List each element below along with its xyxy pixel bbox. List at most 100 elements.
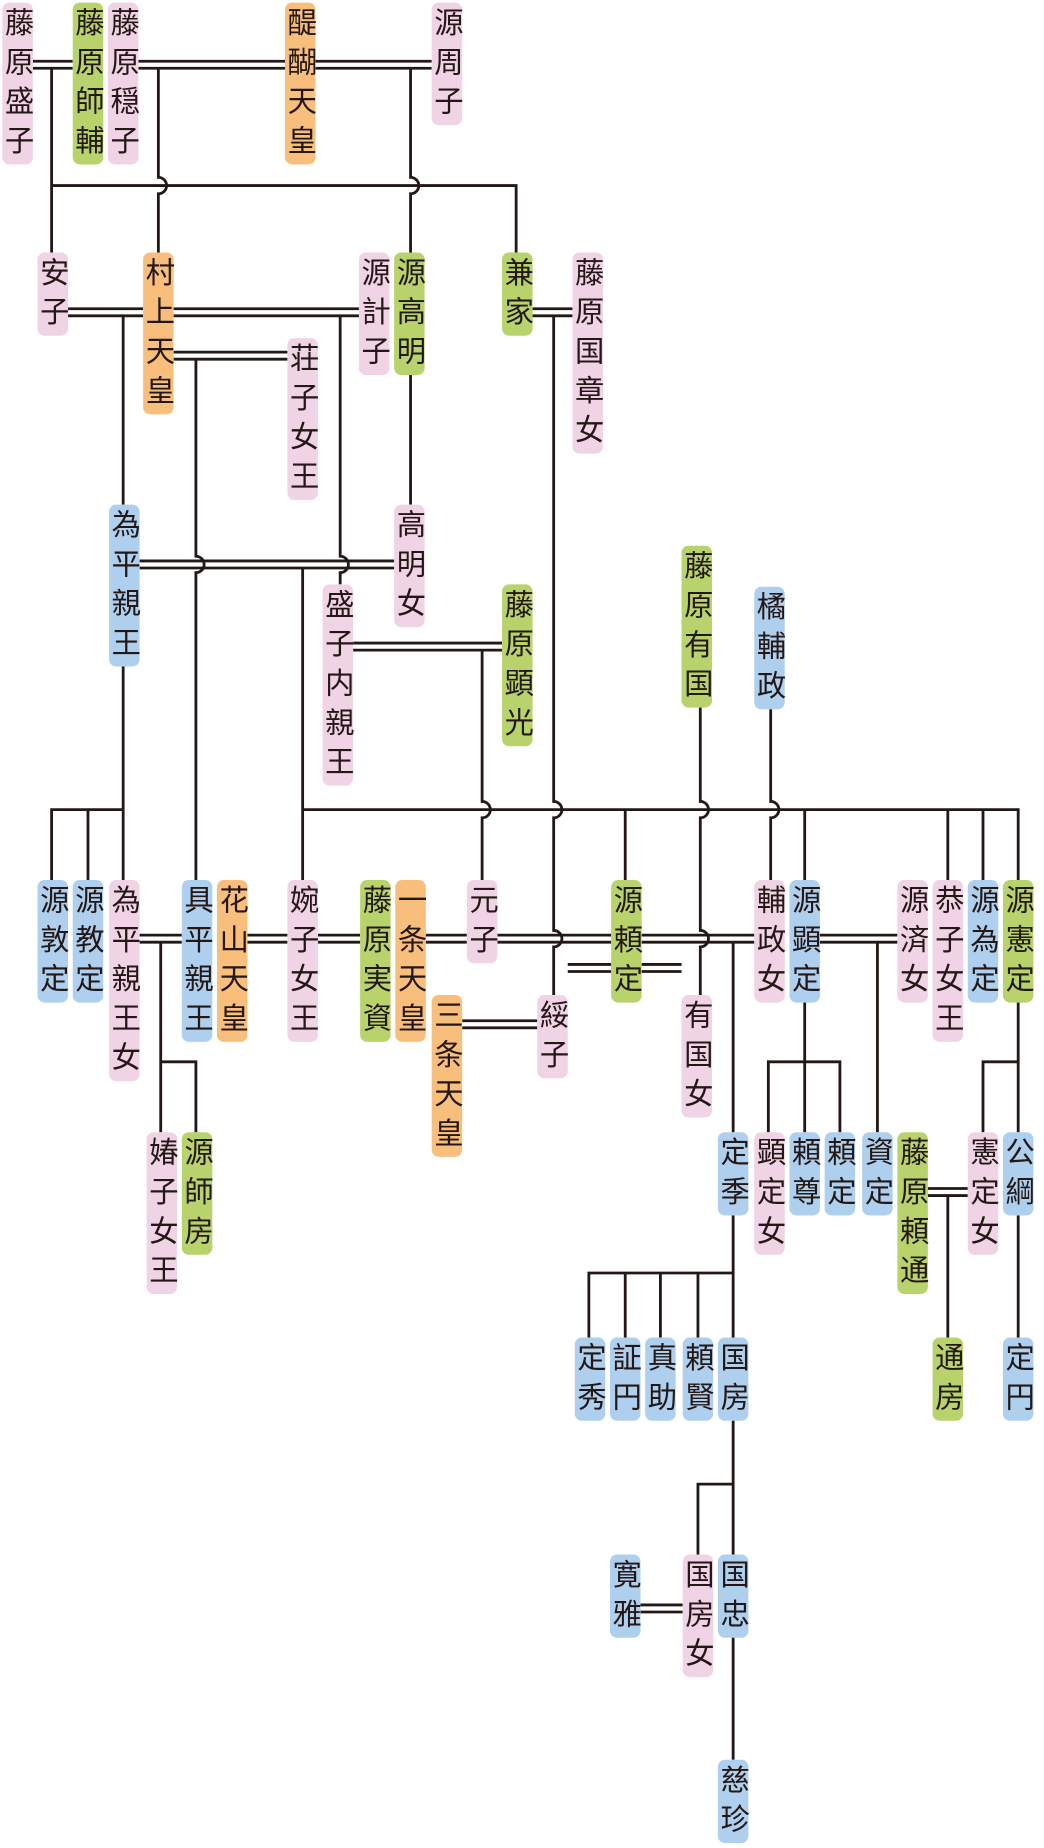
person-box (109, 880, 140, 1082)
person-box (611, 880, 642, 1003)
person-name: 国忠 (716, 1559, 750, 1638)
person-box (717, 1132, 749, 1216)
person-name: 藤原国章女 (571, 257, 605, 454)
person-box (682, 1337, 714, 1421)
person-name: 藤原盛子 (1, 7, 35, 164)
person-node: 源教定 (71, 880, 105, 1003)
person-name: 公綱 (1001, 1137, 1035, 1216)
person-box (717, 1759, 749, 1844)
person-name: 源師房 (180, 1137, 214, 1255)
person-name: 顕定女 (753, 1137, 787, 1255)
person-box (897, 1132, 928, 1295)
person-box (394, 252, 425, 376)
person-box (502, 584, 533, 747)
person-node: 三条天皇 (430, 994, 464, 1157)
person-box (502, 252, 533, 336)
person-node: 有国女 (680, 994, 714, 1118)
marriage-line (819, 933, 898, 944)
person-box (1002, 880, 1034, 1003)
person-box (754, 586, 785, 710)
person-box (609, 1337, 641, 1421)
person-box (1002, 1132, 1034, 1216)
person-box (681, 994, 713, 1118)
person-name: 源為定 (966, 885, 1000, 1003)
marriage-line (425, 933, 467, 944)
person-node: 源顕定 (788, 880, 822, 1003)
person-name: 寛雅 (608, 1559, 642, 1638)
person-node: 慈珍 (716, 1759, 750, 1844)
person-box (431, 2, 463, 126)
person-box (717, 1337, 749, 1421)
person-node: 荘子女王 (286, 338, 320, 500)
person-node: 高明女 (392, 504, 426, 628)
person-name: 藤原頼通 (896, 1137, 930, 1294)
person-box (37, 252, 69, 336)
person-name: 三条天皇 (430, 1000, 464, 1157)
person-box (181, 880, 213, 1042)
marriage-line (567, 963, 612, 973)
marriage-line (532, 307, 573, 318)
person-box (146, 1132, 178, 1295)
person-node: 寛雅 (608, 1554, 642, 1638)
person-node: 源敦定 (36, 880, 70, 1003)
person-box (754, 1132, 785, 1255)
person-name: 証円 (608, 1342, 642, 1421)
person-name: 花山天皇 (215, 885, 249, 1042)
person-name: 定秀 (573, 1342, 607, 1421)
person-box (217, 880, 248, 1042)
person-node: 国忠 (716, 1554, 750, 1638)
person-name: 通房 (931, 1342, 965, 1421)
person-node: 源済女 (896, 880, 930, 1003)
person-box (431, 994, 463, 1157)
person-node: 源高明 (392, 252, 426, 376)
person-node: 証円 (608, 1337, 642, 1421)
person-box (967, 880, 999, 1003)
person-box (789, 880, 820, 1003)
person-node: 綏子 (535, 994, 569, 1078)
person-name: 為平親王女 (107, 885, 141, 1082)
descent-line (160, 1060, 198, 1133)
person-node: 憲定女 (966, 1132, 1000, 1255)
person-box (717, 1554, 749, 1638)
person-name: 源高明 (392, 257, 426, 375)
person-node: 一条天皇 (394, 880, 428, 1042)
person-box (287, 880, 318, 1042)
connection-lines (32, 59, 1020, 1760)
descent-line (769, 708, 781, 881)
descent-line (50, 808, 124, 881)
person-name: 藤原穏子 (106, 7, 140, 164)
person-name: 慈珍 (716, 1764, 750, 1843)
person-name: 藤原有国 (680, 550, 714, 707)
person-node: 頼尊 (788, 1132, 822, 1215)
person-node: 通房 (931, 1337, 965, 1421)
person-node: 村上天皇 (141, 252, 175, 415)
person-node: 真助 (643, 1337, 677, 1421)
descent-line (480, 650, 492, 881)
descent-line (194, 359, 206, 881)
person-node: 為平親王 (107, 504, 141, 667)
person-box (466, 880, 498, 964)
person-name: 兼家 (500, 257, 534, 336)
person-node: 国房女 (681, 1554, 715, 1678)
person-name: 源計子 (357, 257, 391, 375)
marriage-line (353, 641, 503, 652)
person-box (754, 880, 785, 1003)
person-name: 橘輔政 (753, 591, 787, 709)
person-node: 藤原有国 (680, 545, 714, 708)
person-box (572, 252, 603, 454)
person-name: 藤原顕光 (500, 589, 534, 746)
person-box (682, 1554, 714, 1678)
person-node: 婉子女王 (286, 880, 320, 1042)
person-name: 源教定 (71, 885, 105, 1003)
person-node: 国房 (716, 1337, 750, 1421)
person-box (287, 338, 318, 500)
person-node: 輔政女 (753, 880, 787, 1003)
descent-line (696, 1482, 734, 1555)
person-node: 元子 (465, 880, 499, 963)
person-name: 源周子 (430, 7, 464, 125)
person-name: 頼定 (823, 1137, 857, 1216)
descent-line (409, 68, 421, 253)
person-node: 安子 (36, 252, 70, 336)
person-name: 村上天皇 (141, 257, 175, 414)
person-node: 藤原盛子 (1, 2, 35, 165)
